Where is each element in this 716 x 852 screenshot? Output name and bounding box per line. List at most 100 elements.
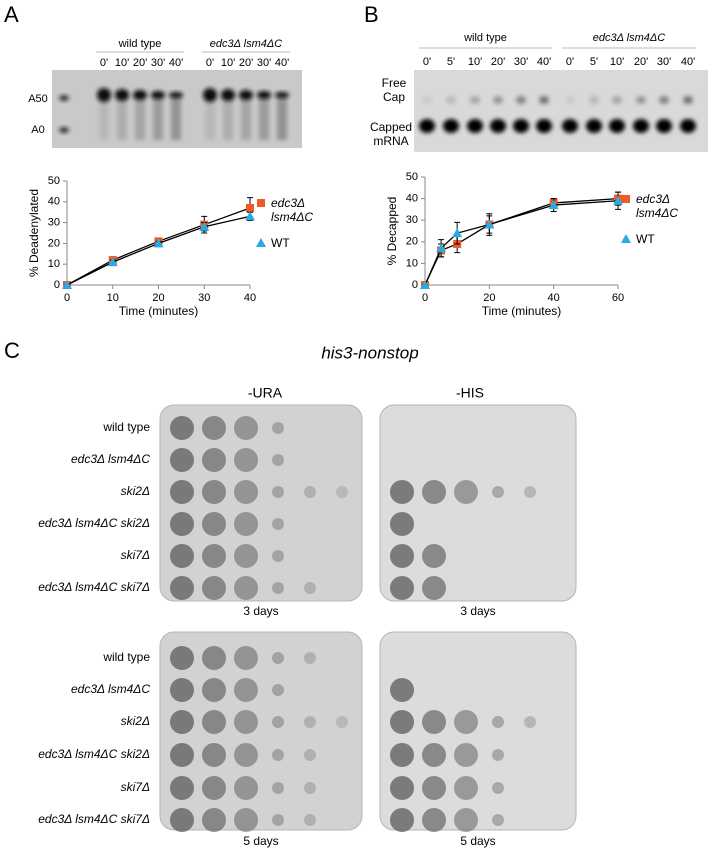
capped-band	[490, 119, 506, 133]
capped-band	[586, 119, 602, 133]
x-tick-label: 30	[198, 292, 210, 304]
days-label: 5 days	[460, 834, 495, 848]
colony-spot	[272, 749, 284, 761]
colony-spot	[454, 776, 478, 800]
marker	[548, 200, 559, 210]
band-label: A50	[28, 93, 48, 105]
band	[221, 89, 235, 101]
colony-spot	[234, 743, 258, 767]
colony-spot	[422, 776, 446, 800]
y-tick-label: 40	[48, 196, 60, 208]
time-label: 10'	[115, 57, 129, 69]
colony-spot	[454, 480, 478, 504]
colony-spot	[390, 576, 414, 600]
colony-spot	[234, 678, 258, 702]
capped-band	[656, 119, 672, 133]
time-label: 0'	[423, 56, 431, 68]
colony-spot	[170, 480, 194, 504]
smear	[205, 95, 215, 140]
y-tick-label: 0	[54, 279, 60, 291]
colony-spot	[170, 776, 194, 800]
colony-spot	[234, 416, 258, 440]
colony-spot	[170, 576, 194, 600]
group-label: wild type	[118, 38, 162, 50]
band	[115, 89, 129, 101]
band	[257, 91, 271, 99]
strain-label: edc3Δ lsm4ΔC ski7Δ	[38, 812, 150, 826]
time-label: 40'	[537, 56, 551, 68]
strain-label: edc3Δ lsm4ΔC ski2Δ	[38, 747, 150, 761]
plate	[379, 404, 577, 602]
time-label: 30'	[514, 56, 528, 68]
time-label: 40'	[169, 57, 183, 69]
x-tick-label: 0	[64, 292, 70, 304]
capped-band	[443, 119, 459, 133]
series-line	[424, 200, 619, 286]
colony-spot	[422, 808, 446, 832]
capped-band	[467, 119, 483, 133]
strain-label: ski7Δ	[121, 548, 150, 562]
time-label: 30'	[151, 57, 165, 69]
colony-spot	[454, 710, 478, 734]
y-tick-label: 0	[412, 279, 418, 291]
time-label: 20'	[133, 57, 147, 69]
ladder-band	[59, 127, 69, 133]
time-label: 40'	[681, 56, 695, 68]
colony-spot	[492, 814, 504, 826]
series-line	[424, 197, 619, 286]
capped-band	[680, 119, 696, 133]
colony-spot	[170, 808, 194, 832]
smear	[259, 95, 269, 140]
y-tick-label: 30	[406, 214, 418, 226]
marker	[107, 257, 118, 267]
free-cap	[539, 96, 549, 104]
colony-spot	[390, 710, 414, 734]
colony-spot	[202, 512, 226, 536]
band-label: A0	[31, 124, 44, 136]
colony-spot	[234, 576, 258, 600]
capped-band	[419, 119, 435, 133]
y-tick-label: 10	[48, 258, 60, 270]
colony-spot	[202, 808, 226, 832]
group-label: edc3Δ lsm4ΔC	[593, 32, 665, 44]
colony-spot	[272, 422, 284, 434]
smear	[117, 95, 127, 140]
smear	[223, 95, 233, 140]
time-label: 20'	[634, 56, 648, 68]
colony-spot	[390, 480, 414, 504]
marker	[199, 221, 210, 231]
colony-spot	[524, 716, 536, 728]
smear	[171, 95, 181, 140]
y-tick-label: 20	[48, 237, 60, 249]
y-axis-label: % Deadenylated	[27, 189, 41, 277]
ladder-band	[59, 95, 69, 101]
strain-label: ski2Δ	[121, 714, 150, 728]
colony-spot	[336, 716, 348, 728]
strain-label: edc3Δ lsm4ΔC	[71, 452, 150, 466]
strain-label: wild type	[102, 650, 150, 664]
y-tick-label: 10	[406, 257, 418, 269]
band	[151, 91, 165, 99]
colony-spot	[272, 814, 284, 826]
colony-spot	[202, 743, 226, 767]
time-label: 0'	[206, 57, 214, 69]
colony-spot	[170, 678, 194, 702]
colony-spot	[272, 782, 284, 794]
colony-spot	[202, 544, 226, 568]
band	[133, 90, 147, 100]
colony-spot	[390, 678, 414, 702]
legend-label: edc3Δ lsm4ΔC	[636, 192, 679, 220]
marker	[613, 195, 623, 205]
time-label: 0'	[566, 56, 574, 68]
colony-spot	[492, 716, 504, 728]
capped-band	[609, 119, 625, 133]
days-label: 3 days	[460, 604, 495, 618]
colony-spot	[524, 486, 536, 498]
strain-label: edc3Δ lsm4ΔC ski2Δ	[38, 516, 150, 530]
time-label: 5'	[447, 56, 455, 68]
colony-spot	[234, 646, 258, 670]
colony-spot	[492, 782, 504, 794]
colony-spot	[272, 582, 284, 594]
colony-spot	[422, 710, 446, 734]
legend-label: edc3Δ lsm4ΔC	[271, 196, 314, 224]
